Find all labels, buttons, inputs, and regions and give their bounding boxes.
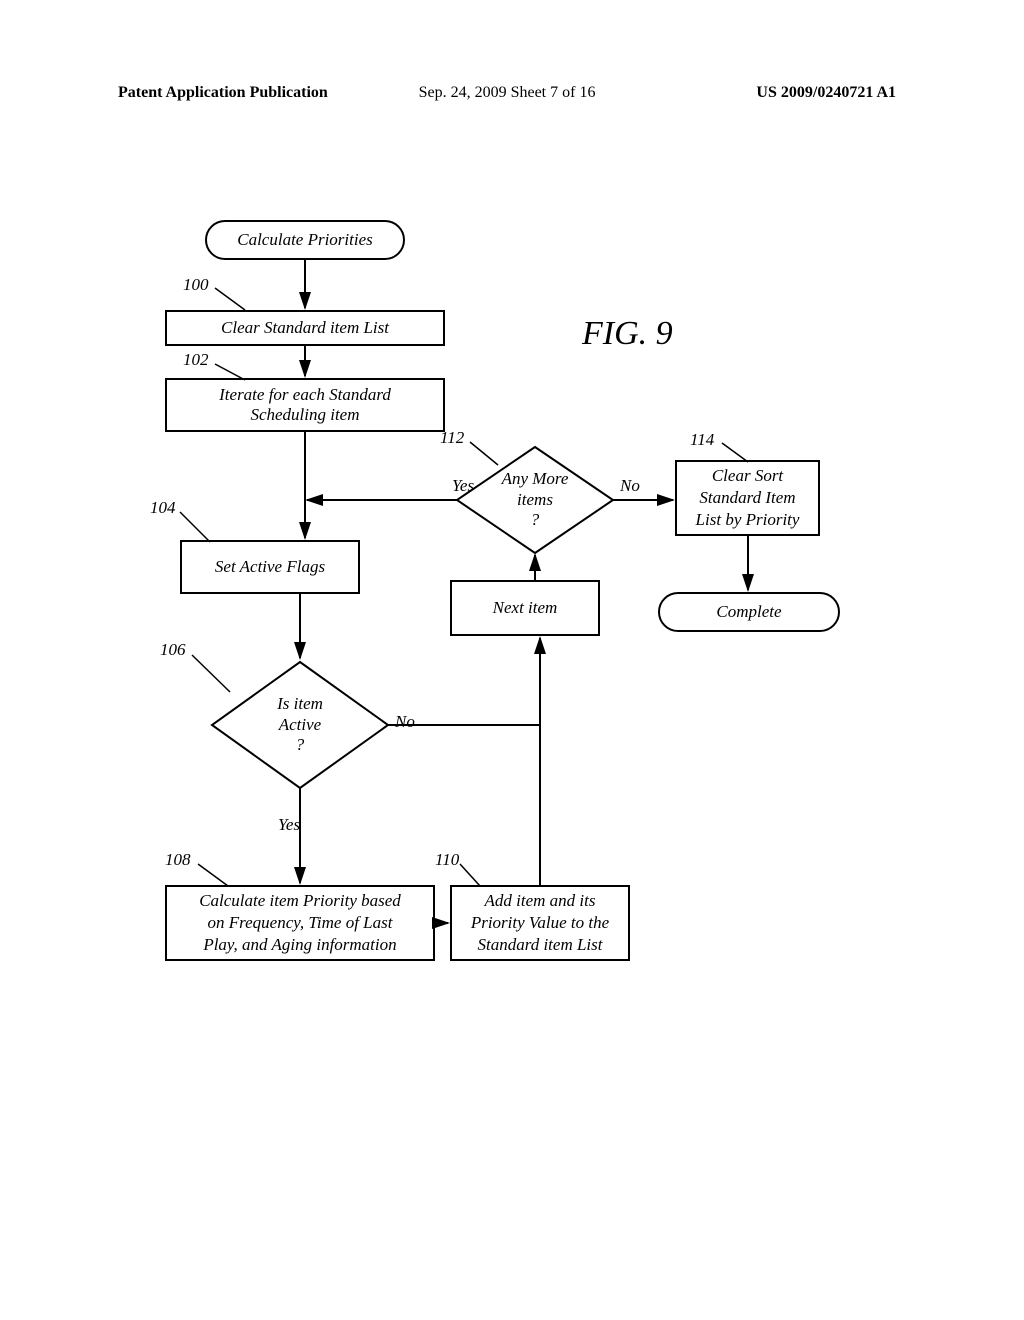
label-yes-112: Yes — [452, 476, 474, 496]
node-110: Add item and its Priority Value to the S… — [450, 885, 630, 961]
ref-100: 100 — [183, 275, 209, 295]
page-header: Patent Application Publication Sep. 24, … — [118, 84, 896, 102]
ref-110: 110 — [435, 850, 459, 870]
label-no-106: No — [395, 712, 415, 732]
node-112-text: Any More items ? — [502, 469, 569, 530]
node-106-text: Is item Active ? — [277, 694, 323, 755]
node-100-text: Clear Standard item List — [221, 318, 389, 338]
header-right: US 2009/0240721 A1 — [756, 84, 896, 102]
node-104-text: Set Active Flags — [215, 557, 325, 577]
node-110-text: Add item and its Priority Value to the S… — [471, 890, 609, 956]
ref-102: 102 — [183, 350, 209, 370]
header-center: Sep. 24, 2009 Sheet 7 of 16 — [419, 84, 596, 102]
node-start: Calculate Priorities — [205, 220, 405, 260]
node-108-text: Calculate item Priority based on Frequen… — [199, 890, 401, 956]
node-102: Iterate for each Standard Scheduling ite… — [165, 378, 445, 432]
node-next: Next item — [450, 580, 600, 636]
node-start-text: Calculate Priorities — [237, 230, 373, 250]
node-102-text: Iterate for each Standard Scheduling ite… — [219, 385, 391, 425]
node-100: Clear Standard item List — [165, 310, 445, 346]
node-104: Set Active Flags — [180, 540, 360, 594]
node-108: Calculate item Priority based on Frequen… — [165, 885, 435, 961]
header-left: Patent Application Publication — [118, 84, 328, 102]
ref-114: 114 — [690, 430, 714, 450]
ref-106: 106 — [160, 640, 186, 660]
ref-112: 112 — [440, 428, 464, 448]
ref-108: 108 — [165, 850, 191, 870]
node-114: Clear Sort Standard Item List by Priorit… — [675, 460, 820, 536]
node-complete: Complete — [658, 592, 840, 632]
flowchart: Calculate Priorities Clear Standard item… — [150, 220, 900, 1000]
node-106: Is item Active ? — [210, 660, 390, 790]
node-112: Any More items ? — [455, 445, 615, 555]
ref-104: 104 — [150, 498, 176, 518]
label-no-112: No — [620, 476, 640, 496]
node-complete-text: Complete — [716, 602, 781, 622]
node-next-text: Next item — [493, 598, 558, 618]
node-114-text: Clear Sort Standard Item List by Priorit… — [696, 465, 800, 531]
label-yes-106: Yes — [278, 815, 300, 835]
